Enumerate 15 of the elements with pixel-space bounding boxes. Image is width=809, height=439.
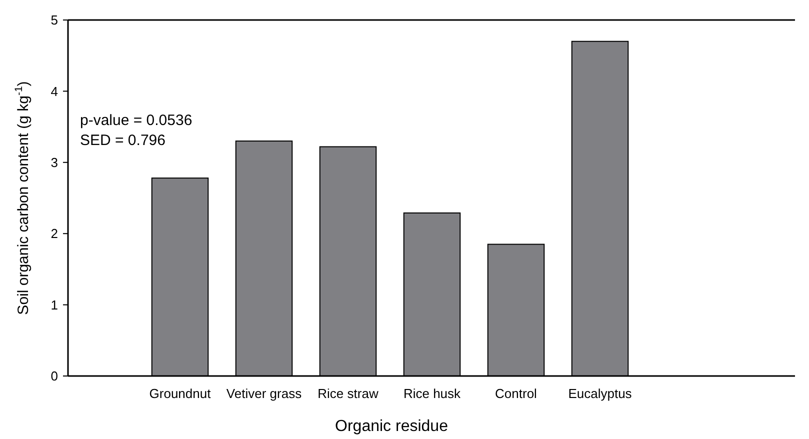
- y-tick-label: 4: [50, 84, 58, 99]
- x-tick-label: Rice straw: [318, 386, 379, 401]
- y-tick-label: 5: [50, 12, 58, 28]
- y-tick-label: 1: [50, 297, 58, 312]
- x-tick-label: Eucalyptus: [568, 386, 632, 401]
- x-tick-label: Vetiver grass: [226, 386, 302, 401]
- y-tick-label: 0: [50, 368, 58, 384]
- y-tick-label: 3: [50, 154, 58, 170]
- x-tick-label: Control: [495, 386, 538, 401]
- y-tick-label: 2: [50, 226, 58, 242]
- x-axis-title: Organic residue: [335, 418, 448, 435]
- x-tick-label: Rice husk: [403, 386, 462, 401]
- annotation: SED = 0.796: [80, 132, 166, 149]
- x-tick-label: Groundnut: [149, 386, 212, 401]
- annotation: p-value = 0.0536: [80, 112, 192, 129]
